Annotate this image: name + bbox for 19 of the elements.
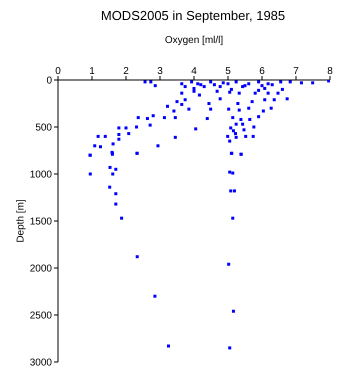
y-tick-label: 500	[35, 122, 52, 134]
x-tick-label: 7	[293, 66, 300, 77]
x-tick-label: 8	[327, 66, 334, 77]
x-tick-label: 6	[259, 66, 266, 77]
y-tick-label: 2500	[30, 310, 52, 322]
x-axis-title: Oxygen [ml/l]	[164, 35, 224, 46]
x-tick-label: 2	[123, 66, 130, 77]
y-tick-label: 1000	[30, 170, 52, 181]
x-tick-label: 1	[89, 66, 96, 77]
y-tick-label: 1500	[30, 216, 52, 228]
x-tick-label: 0	[55, 66, 62, 77]
y-tick-label: 3000	[30, 358, 52, 369]
x-tick-label: 3	[157, 66, 164, 77]
x-tick-label: 4	[191, 66, 198, 77]
y-tick-label: 2000	[30, 264, 52, 275]
chart-title: MODS2005 in September, 1985	[100, 8, 286, 25]
y-axis-title: Depth [m]	[16, 199, 27, 243]
x-tick-label: 5	[225, 66, 232, 77]
y-tick-label: 0	[46, 76, 52, 87]
